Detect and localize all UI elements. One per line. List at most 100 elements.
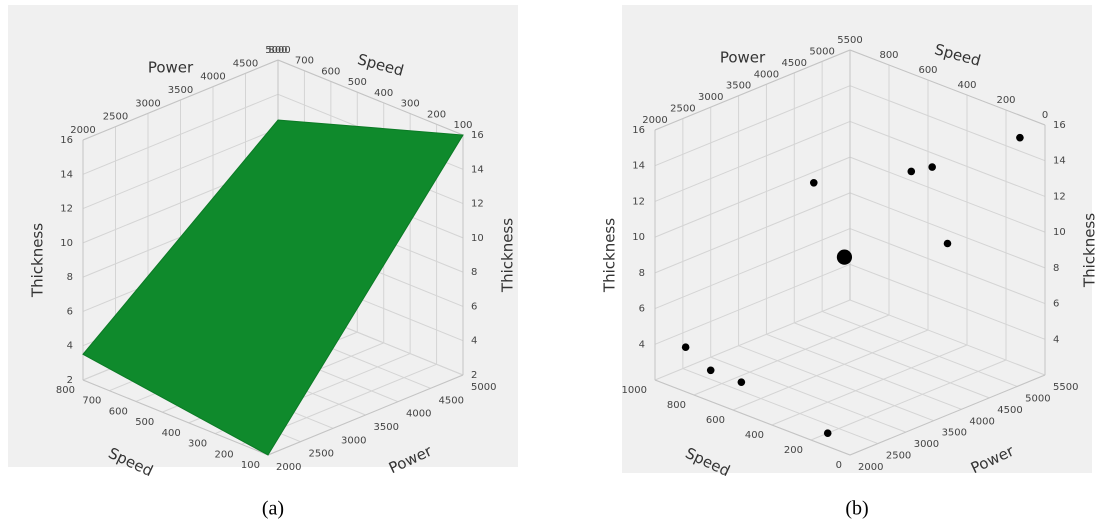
z-tick-label: 4 bbox=[471, 336, 477, 347]
y-tick-label: 400 bbox=[162, 428, 181, 439]
x-tick-label: 5500 bbox=[1053, 382, 1078, 393]
z-tick-label: 12 bbox=[1053, 191, 1066, 202]
z-tick-label: 10 bbox=[1053, 227, 1066, 238]
y-tick-label: 600 bbox=[918, 65, 937, 76]
point bbox=[824, 429, 832, 437]
z-tick-label: 2 bbox=[471, 370, 477, 381]
x-tick-label: 5000 bbox=[809, 46, 834, 57]
x-axis-title: Power bbox=[720, 49, 766, 67]
z-tick-label: 16 bbox=[471, 130, 484, 141]
x-tick-label: 2000 bbox=[70, 125, 95, 136]
x-tick-label: 3500 bbox=[374, 422, 399, 433]
x-tick-label: 5000 bbox=[471, 382, 496, 393]
y-tick-label: 200 bbox=[214, 449, 233, 460]
x-tick-label: 4500 bbox=[782, 58, 807, 69]
z-tick-label: 10 bbox=[471, 233, 484, 244]
y-tick-label: 800 bbox=[56, 385, 75, 396]
x-tick-label: 4000 bbox=[200, 72, 225, 83]
z-tick-label: 4 bbox=[67, 341, 73, 352]
caption: (a) bbox=[262, 498, 284, 520]
point bbox=[707, 366, 715, 374]
point bbox=[907, 168, 915, 176]
x-tick-label: 3000 bbox=[341, 435, 366, 446]
y-tick-label: 400 bbox=[957, 80, 976, 91]
y-tick-label: 800 bbox=[667, 400, 686, 411]
x-tick-label: 3000 bbox=[698, 92, 723, 103]
z-tick-label: 6 bbox=[639, 304, 645, 315]
y-tick-label: 800 bbox=[879, 50, 898, 61]
x-tick-label: 3000 bbox=[135, 98, 160, 109]
y-tick-label: 300 bbox=[401, 99, 420, 110]
x-tick-label: 2500 bbox=[670, 104, 695, 115]
z-tick-label: 12 bbox=[632, 196, 645, 207]
z-tick-label: 12 bbox=[471, 199, 484, 210]
point bbox=[944, 240, 952, 248]
x-tick-label: 4000 bbox=[406, 409, 431, 420]
z-tick-label: 14 bbox=[632, 161, 645, 172]
x-tick-label: 2500 bbox=[886, 451, 911, 462]
z-tick-label: 8 bbox=[639, 268, 645, 279]
z-tick-label: 6 bbox=[67, 306, 73, 317]
z-tick-label: 4 bbox=[1053, 334, 1059, 345]
z-tick-label: 8 bbox=[1053, 263, 1059, 274]
y-tick-label: 500 bbox=[135, 417, 154, 428]
z-tick-label: 4 bbox=[639, 339, 645, 350]
y-tick-label: 200 bbox=[427, 109, 446, 120]
z-tick-label: 14 bbox=[471, 164, 484, 175]
x-tick-label: 2000 bbox=[276, 462, 301, 473]
x-tick-label: 2000 bbox=[858, 462, 883, 473]
point bbox=[928, 163, 936, 171]
y-tick-label: 200 bbox=[784, 445, 803, 456]
z-axis-title: Thickness bbox=[601, 218, 619, 293]
y-tick-label: 700 bbox=[82, 396, 101, 407]
z-axis-title: Thickness bbox=[499, 218, 517, 293]
x-axis-title: Power bbox=[148, 59, 194, 77]
panel-b-bg bbox=[622, 5, 1092, 473]
z-tick-label: 16 bbox=[60, 135, 73, 146]
x-tick-label: 4000 bbox=[754, 69, 779, 80]
x-tick-label: 4500 bbox=[439, 395, 464, 406]
x-tick-label: 2000 bbox=[642, 115, 667, 126]
x-tick-label: 4500 bbox=[997, 405, 1022, 416]
y-tick-label: 700 bbox=[295, 56, 314, 67]
z-axis-title: Thickness bbox=[1081, 213, 1098, 288]
y-tick-label: 400 bbox=[745, 430, 764, 441]
x-tick-label: 5000 bbox=[1025, 393, 1050, 404]
y-tick-label: 0 bbox=[836, 460, 842, 471]
y-tick-label: 600 bbox=[706, 415, 725, 426]
z-tick-label: 16 bbox=[632, 125, 645, 136]
x-tick-label: 2500 bbox=[103, 112, 128, 123]
z-tick-label: 14 bbox=[60, 169, 73, 180]
x-tick-label: 3000 bbox=[914, 439, 939, 450]
z-tick-label: 6 bbox=[471, 301, 477, 312]
x-tick-label: 3500 bbox=[168, 85, 193, 96]
z-tick-label: 16 bbox=[1053, 120, 1066, 131]
y-tick-label: 100 bbox=[453, 120, 472, 131]
x-tick-label: 4500 bbox=[233, 58, 258, 69]
z-tick-label: 8 bbox=[471, 267, 477, 278]
caption: (b) bbox=[845, 498, 868, 520]
point bbox=[738, 378, 746, 386]
y-tick-label: 600 bbox=[109, 406, 128, 417]
z-axis-title: Thickness bbox=[29, 223, 47, 298]
x-tick-label: 2500 bbox=[309, 449, 334, 460]
point bbox=[1016, 134, 1024, 142]
y-tick-label: 1000 bbox=[622, 385, 647, 396]
z-tick-label: 10 bbox=[60, 238, 73, 249]
z-tick-label: 14 bbox=[1053, 156, 1066, 167]
y-tick-label: 400 bbox=[374, 88, 393, 99]
z-tick-label: 12 bbox=[60, 204, 73, 215]
y-tick-label: 100 bbox=[241, 460, 260, 471]
y-tick-label: 300 bbox=[188, 439, 207, 450]
y-tick-label: 200 bbox=[996, 95, 1015, 106]
y-tick-label: 500 bbox=[348, 77, 367, 88]
x-tick-label: 3500 bbox=[942, 428, 967, 439]
x-tick-label: 3500 bbox=[726, 81, 751, 92]
y-tick-label: 0 bbox=[1042, 110, 1048, 121]
point bbox=[837, 250, 852, 265]
z-tick-label: 10 bbox=[632, 232, 645, 243]
point bbox=[810, 179, 818, 187]
x-tick-label: 4000 bbox=[969, 416, 994, 427]
z-tick-label: 8 bbox=[67, 272, 73, 283]
